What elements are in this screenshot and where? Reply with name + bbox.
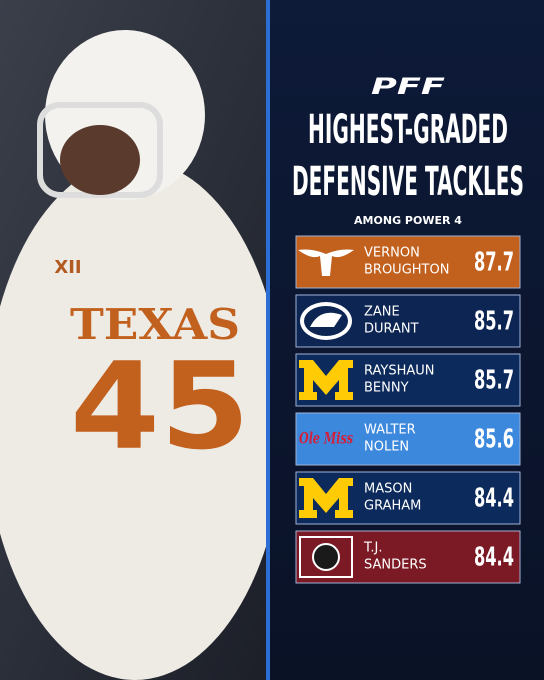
pff-logo: PFF (371, 75, 445, 100)
player-name: WALTER (364, 423, 416, 438)
team-logo (298, 249, 354, 276)
team-logo (299, 360, 353, 400)
player-name: ZANE (364, 305, 400, 320)
grade: 85.6 (474, 425, 514, 455)
player-name: DURANT (364, 322, 419, 337)
title-line: DEFENSIVE TACKLES (292, 159, 524, 205)
row: Ole Miss WALTER NOLEN 85.6 (295, 412, 521, 466)
team-logo-frame (299, 536, 353, 578)
jersey (0, 160, 285, 680)
row: ZANE DURANT 85.7 (295, 294, 521, 348)
row-background (295, 235, 521, 289)
grade: 85.7 (474, 307, 514, 337)
subtitle: AMONG POWER 4 (354, 214, 462, 227)
player-name: SANDERS (364, 558, 427, 573)
player-name: VERNON (364, 246, 420, 261)
row: VERNON BROUGHTON 87.7 (295, 235, 521, 289)
row-background (295, 412, 521, 466)
team-logo (312, 543, 340, 571)
grade: 84.4 (474, 543, 514, 573)
player-name: BENNY (364, 381, 409, 396)
player-name: BROUGHTON (364, 263, 449, 278)
row: T.J. SANDERS 84.4 (295, 530, 521, 584)
player-name: GRAHAM (364, 499, 421, 514)
row: MASON GRAHAM 84.4 (295, 471, 521, 525)
player-name: T.J. (363, 541, 383, 556)
row: RAYSHAUN BENNY 85.7 (295, 353, 521, 407)
jersey-number: 45 (70, 338, 250, 477)
grade: 87.7 (474, 248, 514, 278)
grade: 84.4 (474, 484, 514, 514)
player-name: MASON (364, 482, 412, 497)
face (60, 125, 140, 195)
team-logo (299, 478, 353, 518)
jersey-conference: XII (54, 257, 81, 278)
team-logo: Ole Miss (299, 429, 353, 448)
divider (266, 0, 270, 680)
player-name: NOLEN (364, 440, 409, 455)
jersey-school: TEXAS (70, 300, 240, 349)
team-logo-lion (310, 312, 342, 327)
title-line: HIGHEST-GRADED (308, 107, 508, 153)
grade: 85.7 (474, 366, 514, 396)
player-name: RAYSHAUN (364, 364, 435, 379)
